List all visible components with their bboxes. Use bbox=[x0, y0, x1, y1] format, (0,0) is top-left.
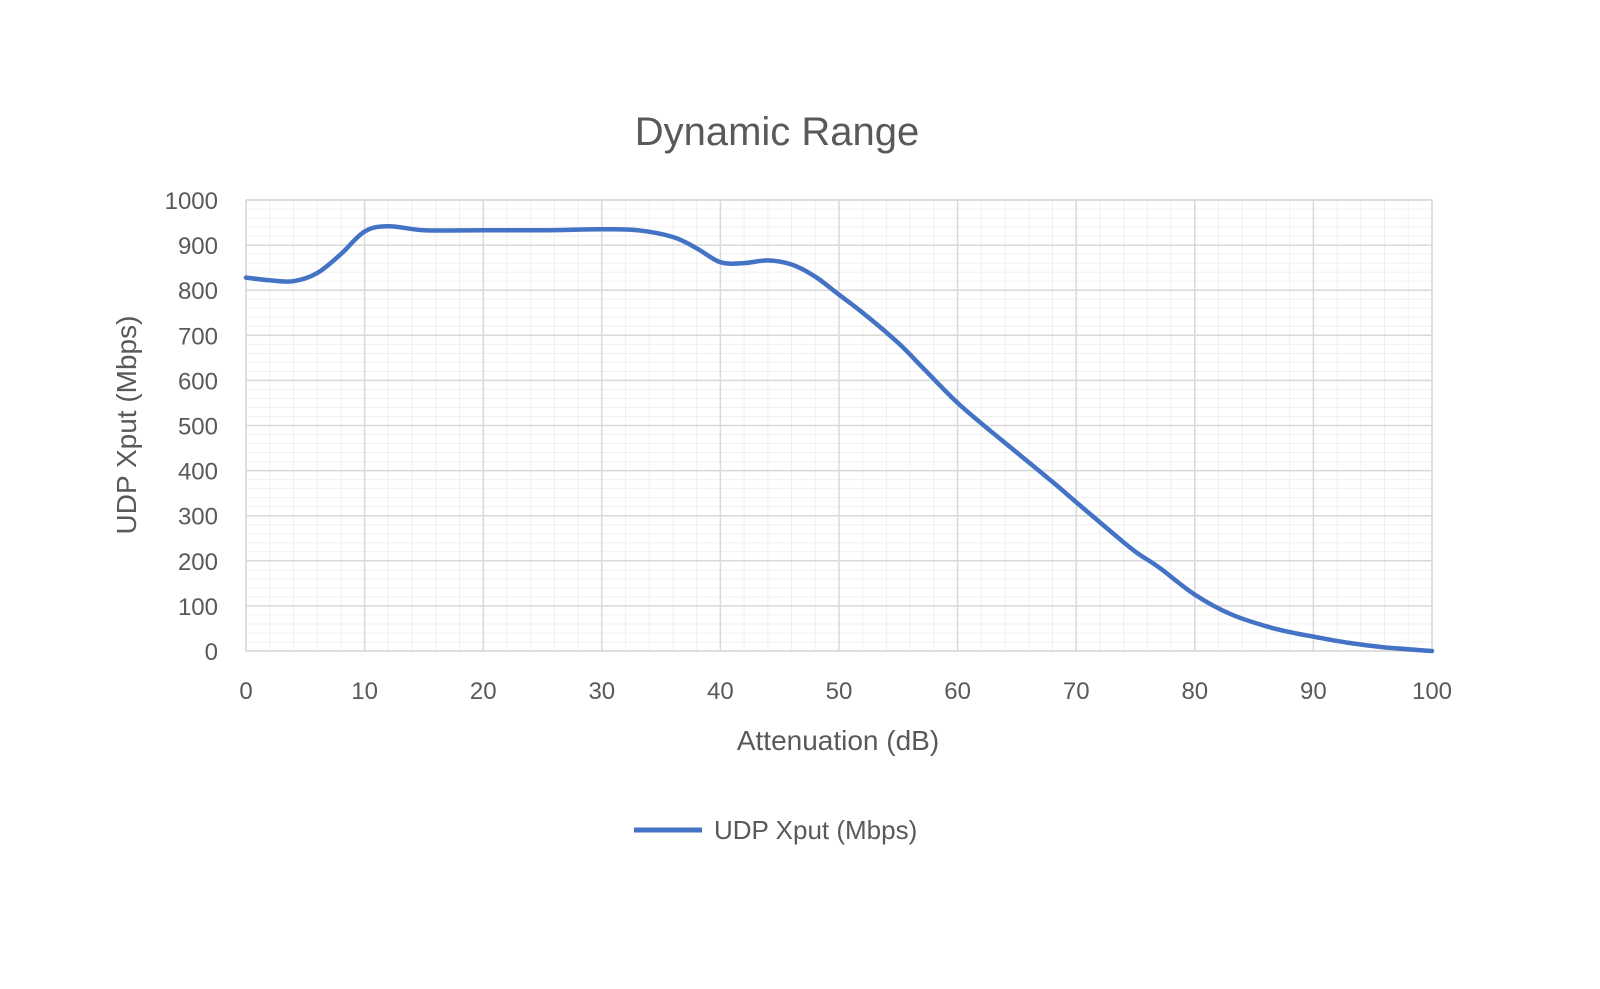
x-tick-label: 90 bbox=[1300, 678, 1327, 705]
x-tick-label: 30 bbox=[588, 678, 615, 705]
x-tick-label: 10 bbox=[351, 678, 378, 705]
y-tick-label: 500 bbox=[178, 414, 218, 441]
x-axis-label: Attenuation (dB) bbox=[737, 725, 939, 756]
y-tick-label: 300 bbox=[178, 504, 218, 531]
plot-area bbox=[243, 199, 1435, 654]
x-tick-label: 100 bbox=[1412, 678, 1452, 705]
x-tick-label: 70 bbox=[1063, 678, 1090, 705]
y-axis-label: UDP Xput (Mbps) bbox=[111, 316, 142, 535]
y-tick-label: 800 bbox=[178, 278, 218, 305]
y-tick-label: 100 bbox=[178, 594, 218, 621]
x-tick-label: 20 bbox=[470, 678, 497, 705]
y-axis-tick-labels: 0 100 200 300 400 500 600 700 800 900 1000 bbox=[165, 188, 218, 666]
legend: UDP Xput (Mbps) bbox=[634, 815, 917, 845]
y-tick-label: 900 bbox=[178, 233, 218, 260]
y-tick-label: 0 bbox=[205, 639, 218, 666]
y-tick-label: 400 bbox=[178, 459, 218, 486]
x-axis-tick-labels: 0 10 20 30 40 50 60 70 80 90 100 bbox=[239, 678, 1452, 705]
y-tick-label: 200 bbox=[178, 549, 218, 576]
x-tick-label: 60 bbox=[944, 678, 971, 705]
x-tick-label: 80 bbox=[1181, 678, 1208, 705]
x-tick-label: 50 bbox=[826, 678, 853, 705]
chart-title: Dynamic Range bbox=[635, 110, 920, 154]
y-tick-label: 700 bbox=[178, 323, 218, 350]
y-tick-label: 1000 bbox=[165, 188, 218, 215]
x-tick-label: 0 bbox=[239, 678, 252, 705]
x-tick-label: 40 bbox=[707, 678, 734, 705]
plot-border bbox=[245, 199, 1433, 652]
series-line-udp-xput bbox=[243, 223, 1435, 654]
legend-label: UDP Xput (Mbps) bbox=[714, 815, 917, 845]
y-tick-label: 600 bbox=[178, 368, 218, 395]
